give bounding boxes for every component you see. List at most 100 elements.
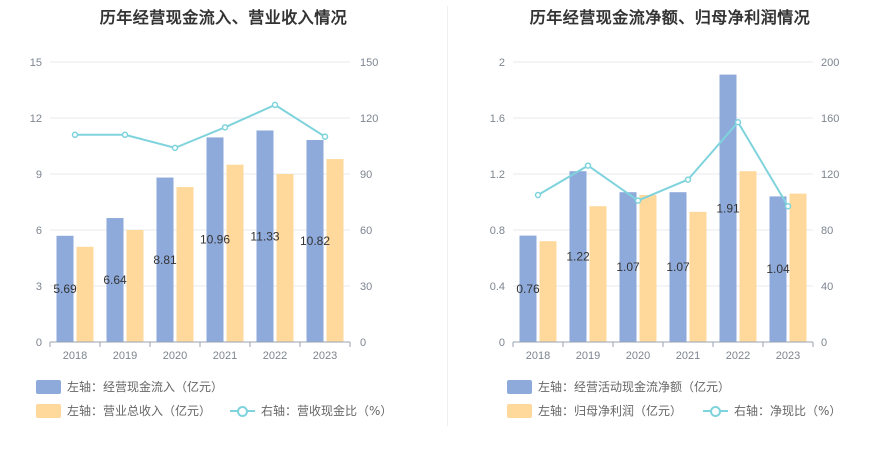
y-left-tick-label: 12 (30, 113, 42, 125)
bar-series-1 (206, 137, 224, 342)
data-label: 10.82 (300, 234, 330, 248)
bar-series-2 (276, 174, 294, 342)
bar-series-1 (306, 140, 324, 342)
legend-swatch-icon (36, 403, 61, 418)
bar-series-2 (226, 164, 244, 342)
bar-series-1 (256, 130, 274, 342)
bar-series-1 (519, 235, 537, 342)
x-tick-label: 2019 (113, 350, 137, 360)
y-right-tick-label: 40 (821, 281, 833, 293)
line-point (71, 131, 79, 139)
legend-item-bar-1[interactable]: 左轴：经营活动现金流净额（亿元） (507, 378, 730, 395)
line-point (584, 162, 592, 169)
legend-swatch-icon (507, 403, 532, 418)
legend-swatch-icon (507, 379, 532, 394)
bar-series-2 (539, 241, 557, 342)
y-right-tick-label: 0 (360, 337, 366, 349)
line-point (321, 133, 329, 140)
line-point (271, 101, 279, 109)
y-right-tick-label: 0 (821, 337, 827, 349)
chart-panel-net-cash: 历年经营现金流净额、归母净利润情况 0 0 0.4 40 0.8 80 1.2 120 1.6 1… (447, 0, 893, 458)
legend-label: 左轴：经营活动现金流净额（亿元） (538, 380, 731, 394)
bar-series-2 (176, 187, 194, 342)
y-left-tick-label: 1.6 (490, 113, 505, 125)
y-left-tick-label: 2 (499, 57, 505, 69)
legend-line-icon (230, 404, 255, 418)
y-left-tick-label: 15 (30, 57, 42, 69)
panel-divider (447, 6, 448, 426)
bar-series-1 (769, 196, 787, 342)
y-right-tick-label: 60 (360, 225, 372, 237)
legend-item-bar-2[interactable]: 左轴：归母净利润（亿元） (507, 402, 682, 419)
chart-title: 历年经营现金流净额、归母净利润情况 (529, 8, 811, 27)
line-point (634, 197, 642, 204)
chart-plot: 0 0 0.4 40 0.8 80 1.2 120 1.6 160 2 200 2018 2019 2020… (490, 57, 840, 360)
y-left-tick-label: 0.4 (490, 281, 505, 293)
y-left-tick-label: 1.2 (490, 169, 505, 181)
legend-swatch-icon (36, 379, 61, 394)
data-label: 1.07 (616, 260, 640, 274)
legend-label: 右轴：净现比（%） (734, 404, 842, 418)
data-label: 1.04 (766, 262, 790, 276)
x-tick-label: 2020 (163, 350, 187, 360)
x-tick-label: 2023 (313, 350, 337, 360)
y-left-tick-label: 3 (36, 281, 42, 293)
line-series (75, 103, 326, 149)
bar-series-1 (569, 171, 587, 342)
data-label: 1.91 (716, 201, 740, 215)
chart-title: 历年经营现金流入、营业收入情况 (99, 8, 348, 27)
legend-label: 左轴：营业总收入（亿元） (67, 404, 212, 418)
x-tick-label: 2021 (213, 350, 237, 360)
bar-series-2 (689, 211, 707, 342)
bar-series-2 (76, 246, 94, 342)
legend-item-line[interactable]: 右轴：净现比（%） (703, 402, 841, 419)
bar-series-2 (789, 193, 807, 342)
bar-series-1 (669, 192, 687, 342)
x-tick-label: 2018 (526, 350, 550, 360)
legend-line-icon (703, 404, 728, 418)
y-left-tick-label: 0.8 (490, 225, 505, 237)
chart-plot: 0 0 3 30 6 60 9 90 12 120 15 150 2018 2019 2020 2021 202… (30, 57, 379, 360)
line-point (121, 131, 129, 139)
data-label: 6.64 (103, 273, 127, 287)
data-label: 11.33 (250, 229, 279, 243)
x-tick-label: 2020 (626, 350, 650, 360)
bar-series-2 (739, 171, 757, 342)
legend-label: 右轴：营收现金比（%） (261, 404, 393, 418)
y-left-tick-label: 9 (36, 169, 42, 181)
legend-label: 左轴：归母净利润（亿元） (538, 404, 683, 418)
legend-item-bar-1[interactable]: 左轴：经营现金流入（亿元） (36, 378, 223, 395)
data-label: 0.76 (516, 282, 540, 296)
chart-panel-cash-inflow: 历年经营现金流入、营业收入情况 0 0 3 30 6 60 9 90 12 120 15 150 201… (30, 8, 393, 419)
line-point (221, 124, 229, 131)
bar-series-1 (56, 235, 74, 342)
line-point (171, 144, 179, 152)
x-tick-label: 2021 (676, 350, 700, 360)
data-label: 10.96 (200, 233, 230, 247)
line-point (534, 191, 542, 199)
y-right-tick-label: 160 (821, 113, 839, 125)
data-label: 1.07 (666, 260, 690, 274)
y-right-tick-label: 30 (360, 281, 372, 293)
y-left-tick-label: 6 (36, 225, 42, 237)
legend-item-line[interactable]: 右轴：营收现金比（%） (230, 402, 392, 419)
y-right-tick-label: 90 (360, 169, 372, 181)
y-left-tick-label: 0 (36, 337, 42, 349)
data-label: 1.22 (566, 250, 590, 264)
line-point (734, 118, 742, 126)
x-tick-label: 2022 (263, 350, 287, 360)
bar-series-1 (719, 74, 737, 342)
data-label: 8.81 (153, 253, 177, 267)
y-right-tick-label: 80 (821, 225, 833, 237)
bar-series-2 (326, 159, 344, 342)
bar-series-2 (126, 230, 144, 342)
x-tick-label: 2018 (63, 350, 87, 360)
y-right-tick-label: 200 (821, 57, 839, 69)
y-right-tick-label: 150 (360, 57, 378, 69)
legend-label: 左轴：经营现金流入（亿元） (67, 380, 224, 394)
line-series (537, 120, 789, 207)
bar-series-1 (156, 177, 174, 342)
data-label: 5.69 (53, 282, 77, 296)
line-point (684, 176, 692, 183)
legend-item-bar-2[interactable]: 左轴：营业总收入（亿元） (36, 402, 211, 419)
